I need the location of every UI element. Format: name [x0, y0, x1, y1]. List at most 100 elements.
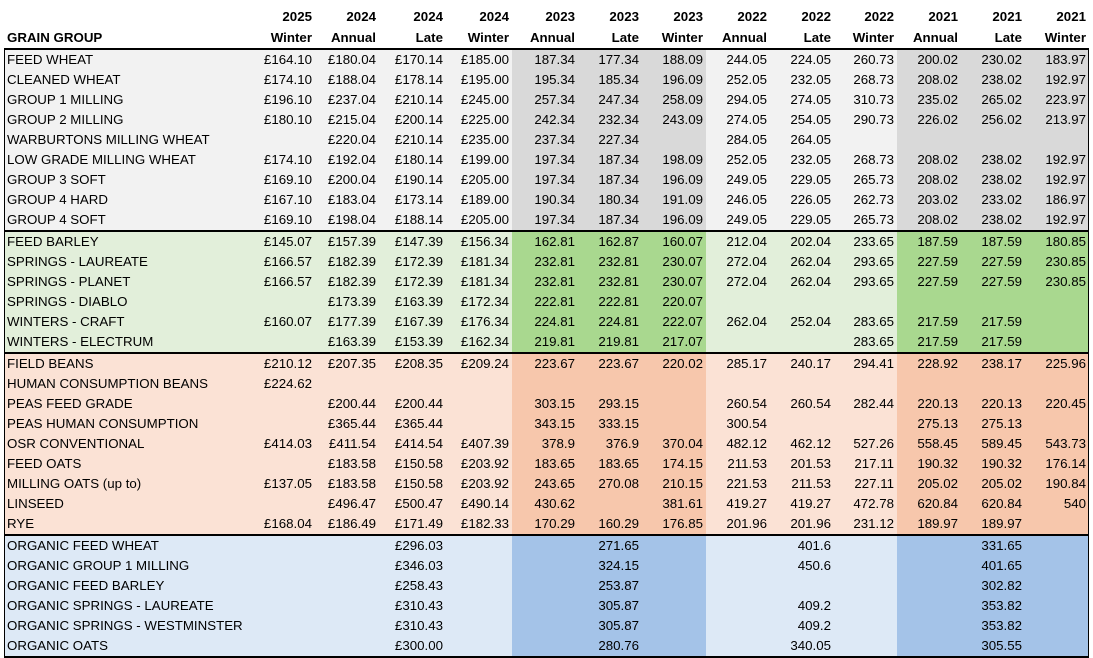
price-cell: £258.43	[379, 576, 446, 596]
grain-name-cell: OSR CONVENTIONAL	[4, 434, 251, 454]
price-cell: 262.73	[834, 190, 897, 210]
price-cell: 262.04	[770, 252, 834, 272]
grain-name-cell: PEAS HUMAN CONSUMPTION	[4, 414, 251, 434]
price-cell: £180.04	[315, 49, 379, 70]
price-cell	[251, 535, 315, 556]
price-cell: £310.43	[379, 596, 446, 616]
price-cell: £174.10	[251, 150, 315, 170]
price-cell: £145.07	[251, 231, 315, 252]
price-cell: 233.02	[961, 190, 1025, 210]
price-cell: 370.04	[642, 434, 706, 454]
price-cell: 213.97	[1025, 110, 1089, 130]
price-cell: 230.07	[642, 272, 706, 292]
price-cell	[251, 292, 315, 312]
price-cell: £190.14	[379, 170, 446, 190]
table-row: LINSEED £496.47 £500.47 £490.14 430.62 381.61…	[4, 494, 1089, 514]
price-cell	[446, 414, 512, 434]
price-cell: 224.05	[770, 49, 834, 70]
price-cell: 232.81	[512, 272, 578, 292]
price-cell: 231.12	[834, 514, 897, 536]
price-cell	[1025, 414, 1089, 434]
price-cell: £210.14	[379, 90, 446, 110]
price-cell: 401.65	[961, 556, 1025, 576]
price-cell: 229.05	[770, 170, 834, 190]
price-cell: £198.04	[315, 210, 379, 232]
price-cell: 305.87	[578, 596, 642, 616]
price-cell: 226.02	[897, 110, 961, 130]
price-cell	[446, 556, 512, 576]
price-cell: 238.02	[961, 170, 1025, 190]
price-cell: £200.44	[379, 394, 446, 414]
price-cell	[770, 374, 834, 394]
price-cell: £209.24	[446, 353, 512, 374]
grain-group-header: GRAIN GROUP	[4, 27, 251, 50]
price-cell: 252.05	[706, 150, 770, 170]
price-cell: 243.09	[642, 110, 706, 130]
price-cell: 197.34	[512, 170, 578, 190]
price-cell	[706, 535, 770, 556]
table-row: GROUP 3 SOFT £169.10 £200.04 £190.14 £205.00…	[4, 170, 1089, 190]
column-year-header: 2021	[1056, 9, 1086, 24]
price-cell: £147.39	[379, 231, 446, 252]
price-cell: 244.05	[706, 49, 770, 70]
grain-name-cell: GROUP 1 MILLING	[4, 90, 251, 110]
price-cell: 205.02	[961, 474, 1025, 494]
price-cell: 233.65	[834, 231, 897, 252]
table-row: SPRINGS - PLANET £166.57 £182.39 £172.39 £18…	[4, 272, 1089, 292]
price-cell: 208.02	[897, 70, 961, 90]
price-cell: 430.62	[512, 494, 578, 514]
price-cell	[1025, 596, 1089, 616]
column-period-header: Late	[379, 27, 446, 50]
price-cell: 272.04	[706, 252, 770, 272]
price-cell: £181.34	[446, 272, 512, 292]
price-cell	[642, 596, 706, 616]
price-cell: 462.12	[770, 434, 834, 454]
price-cell	[642, 535, 706, 556]
grain-name-cell: CLEANED WHEAT	[4, 70, 251, 90]
price-cell: £215.04	[315, 110, 379, 130]
column-year-header: 2023	[545, 9, 575, 24]
price-cell: 201.96	[706, 514, 770, 536]
price-cell	[706, 292, 770, 312]
price-cell: 240.17	[770, 353, 834, 374]
price-cell: 192.97	[1025, 210, 1089, 232]
price-cell: £170.14	[379, 49, 446, 70]
grain-name-cell: GROUP 3 SOFT	[4, 170, 251, 190]
grain-name-cell: ORGANIC FEED BARLEY	[4, 576, 251, 596]
price-cell: £177.39	[315, 312, 379, 332]
price-cell: 201.53	[770, 454, 834, 474]
price-cell: £173.14	[379, 190, 446, 210]
price-cell: £160.07	[251, 312, 315, 332]
price-cell: 257.34	[512, 90, 578, 110]
grain-name-cell: ORGANIC SPRINGS - LAUREATE	[4, 596, 251, 616]
price-cell: 232.05	[770, 70, 834, 90]
table-row: FEED WHEAT £164.10 £180.04 £170.14 £185.00 18…	[4, 49, 1089, 70]
table-row: WINTERS - ELECTRUM £163.39 £153.39 £162.34 2…	[4, 332, 1089, 354]
price-cell	[834, 636, 897, 658]
column-period-header: Winter	[834, 27, 897, 50]
price-cell: 293.15	[578, 394, 642, 414]
price-cell: £346.03	[379, 556, 446, 576]
price-cell	[706, 576, 770, 596]
price-cell: 252.04	[770, 312, 834, 332]
header-row-years: 2025 2024 2024 2024 2023 2023 2023 2022 2022 2022…	[4, 6, 1089, 27]
price-cell: 264.05	[770, 130, 834, 150]
price-cell: 217.59	[897, 332, 961, 354]
price-cell: 482.12	[706, 434, 770, 454]
table-row: ORGANIC SPRINGS - WESTMINSTER £310.43 305.…	[4, 616, 1089, 636]
grain-name-cell: ORGANIC FEED WHEAT	[4, 535, 251, 556]
price-cell: 253.87	[578, 576, 642, 596]
price-cell	[1025, 616, 1089, 636]
price-cell	[897, 596, 961, 616]
price-cell	[315, 616, 379, 636]
price-cell	[1025, 576, 1089, 596]
price-cell: 283.65	[834, 312, 897, 332]
price-cell	[251, 576, 315, 596]
price-cell: 275.13	[897, 414, 961, 434]
price-cell: 220.07	[642, 292, 706, 312]
price-cell	[897, 374, 961, 394]
table-row: MILLING OATS (up to) £137.05 £183.58 £150.5…	[4, 474, 1089, 494]
table-row: GROUP 4 HARD £167.10 £183.04 £173.14 £189.00…	[4, 190, 1089, 210]
price-cell	[446, 636, 512, 658]
price-cell: 170.29	[512, 514, 578, 536]
